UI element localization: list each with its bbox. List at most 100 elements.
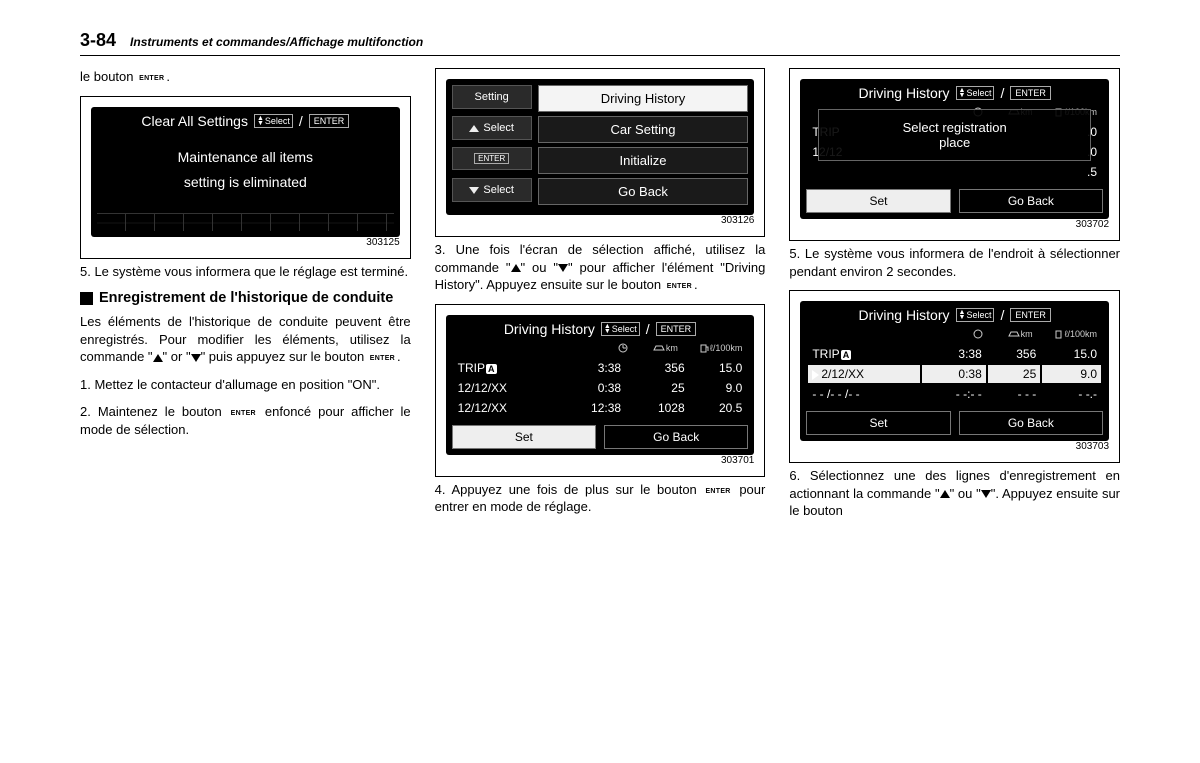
col1-intro-paragraph: Les éléments de l'historique de conduite…: [80, 313, 411, 366]
text: le bouton: [80, 69, 137, 84]
play-cursor-icon: [812, 370, 819, 380]
col1-step1: 1. Mettez le contacteur d'allumage en po…: [80, 376, 411, 394]
up-arrow-icon: [511, 264, 521, 272]
table-row: TRIPA3:3835615.0: [454, 359, 747, 377]
driving-history-screen: Driving History ▲▼Select/ENTER km ℓ/100k…: [446, 315, 755, 455]
table-row: - - /- - /- -- -:- -- - -- -.-: [808, 385, 1101, 403]
col3-step6: 6. Sélectionnez une des lignes d'enregis…: [789, 467, 1120, 520]
driving-history-select-screen: Driving History ▲▼Select/ENTER km ℓ/100k…: [800, 301, 1109, 441]
select-up-label: Select: [452, 116, 532, 140]
table-row: 12/12/XX12:38102820.5: [454, 399, 747, 417]
col1-intro: le bouton ENTER.: [80, 68, 411, 86]
menu-go-back[interactable]: Go Back: [538, 178, 749, 205]
set-button[interactable]: Set: [806, 411, 950, 435]
clock-icon: [973, 329, 985, 339]
column-right: Driving History ▲▼Select/ENTER km ℓ/100k…: [789, 68, 1120, 530]
down-arrow-icon: [981, 490, 991, 498]
heading-square-icon: [80, 292, 93, 305]
col2-step3: 3. Une fois l'écran de sélection affiché…: [435, 241, 766, 294]
grid-floor-decor: [97, 213, 394, 231]
go-back-button[interactable]: Go Back: [604, 425, 748, 449]
screen-title: Driving History: [858, 307, 949, 323]
select-indicator: ▲▼Select: [601, 322, 640, 336]
enter-label: ENTER: [452, 147, 532, 170]
msg-line-1: Maintenance all items: [97, 145, 394, 170]
go-back-button[interactable]: Go Back: [959, 189, 1103, 213]
select-indicator: ▲▼Select: [254, 114, 293, 128]
enter-indicator: ENTER: [656, 322, 697, 336]
col1-step5: 5. Le système vous informera que le régl…: [80, 263, 411, 281]
select-registration-dialog: Select registration place: [818, 109, 1091, 161]
column-icons: km ℓ/100km: [806, 329, 1103, 339]
select-down-label: Select: [452, 178, 532, 202]
maintenance-screen: Clear All Settings ▲▼Select / ENTER Main…: [91, 107, 400, 237]
figure-303702: Driving History ▲▼Select/ENTER km ℓ/100k…: [789, 68, 1120, 241]
enter-icon: ENTER: [665, 282, 694, 291]
history-table: TRIPA3:3835615.0 12/12/XX0:38259.0 12/12…: [452, 357, 749, 419]
car-km-icon: km: [1007, 329, 1033, 339]
car-km-icon: km: [652, 343, 678, 353]
setting-label: Setting: [452, 85, 532, 109]
page-number: 3-84: [80, 30, 116, 51]
column-icons: km ℓ/100km: [452, 343, 749, 353]
screen-title: Driving History: [858, 85, 949, 101]
screen-title-bar: Driving History ▲▼Select/ENTER: [806, 307, 1103, 323]
column-middle: Setting Driving History Select Car Setti…: [435, 68, 766, 530]
col1-step2: 2. Maintenez le bouton ENTER enfoncé pou…: [80, 403, 411, 438]
figure-303125: Clear All Settings ▲▼Select / ENTER Main…: [80, 96, 411, 259]
col3-step5: 5. Le système vous informera de l'endroi…: [789, 245, 1120, 280]
up-arrow-icon: [153, 354, 163, 362]
dialog-line-1: Select registration: [823, 120, 1086, 135]
menu-car-setting[interactable]: Car Setting: [538, 116, 749, 143]
subsection-heading: Enregistrement de l'historique de condui…: [80, 290, 411, 307]
enter-indicator: ENTER: [1010, 308, 1051, 322]
enter-icon: ENTER: [368, 354, 397, 363]
msg-line-2: setting is eliminated: [97, 170, 394, 195]
screen-message: Maintenance all items setting is elimina…: [97, 135, 394, 213]
col2-step4: 4. Appuyez une fois de plus sur le bouto…: [435, 481, 766, 516]
down-arrow-icon: [558, 264, 568, 272]
page-title: Instruments et commandes/Affichage multi…: [130, 35, 423, 49]
history-table: TRIPA3:3835615.0 2/12/XX0:38259.0 - - /-…: [806, 343, 1103, 405]
set-button[interactable]: Set: [806, 189, 950, 213]
set-button[interactable]: Set: [452, 425, 596, 449]
content-columns: le bouton ENTER. Clear All Settings ▲▼Se…: [80, 68, 1120, 530]
figure-303126: Setting Driving History Select Car Setti…: [435, 68, 766, 237]
figure-id: 303125: [91, 237, 400, 248]
enter-indicator: ENTER: [1010, 86, 1051, 100]
enter-icon: ENTER: [229, 409, 258, 418]
screen-title-bar: Clear All Settings ▲▼Select / ENTER: [97, 113, 394, 129]
figure-id: 303126: [446, 215, 755, 226]
menu-initialize[interactable]: Initialize: [538, 147, 749, 174]
dialog-line-2: place: [823, 135, 1086, 150]
select-indicator: ▲▼Select: [956, 86, 995, 100]
down-arrow-icon: [469, 187, 479, 194]
enter-icon: ENTER: [703, 487, 732, 496]
figure-id: 303703: [800, 441, 1109, 452]
up-arrow-icon: [469, 125, 479, 132]
screen-title-bar: Driving History ▲▼Select/ENTER: [452, 321, 749, 337]
table-row: 12/12/XX0:38259.0: [454, 379, 747, 397]
up-arrow-icon: [940, 490, 950, 498]
table-row: TRIPA3:3835615.0: [808, 345, 1101, 363]
menu-driving-history[interactable]: Driving History: [538, 85, 749, 112]
enter-indicator: ENTER: [309, 114, 350, 128]
fuel-icon: ℓ/100km: [1055, 329, 1097, 339]
enter-icon: ENTER: [137, 74, 166, 83]
figure-id: 303701: [446, 455, 755, 466]
screen-title-bar: Driving History ▲▼Select/ENTER: [806, 85, 1103, 101]
page-header: 3-84 Instruments et commandes/Affichage …: [80, 30, 1120, 56]
down-arrow-icon: [191, 354, 201, 362]
go-back-button[interactable]: Go Back: [959, 411, 1103, 435]
figure-303703: Driving History ▲▼Select/ENTER km ℓ/100k…: [789, 290, 1120, 463]
select-indicator: ▲▼Select: [956, 308, 995, 322]
heading-text: Enregistrement de l'historique de condui…: [99, 290, 393, 307]
screen-title: Driving History: [504, 321, 595, 337]
figure-id: 303702: [800, 219, 1109, 230]
settings-menu-screen: Setting Driving History Select Car Setti…: [446, 79, 755, 215]
column-left: le bouton ENTER. Clear All Settings ▲▼Se…: [80, 68, 411, 530]
driving-history-overlay-screen: Driving History ▲▼Select/ENTER km ℓ/100k…: [800, 79, 1109, 219]
clock-icon: [618, 343, 630, 353]
figure-303701: Driving History ▲▼Select/ENTER km ℓ/100k…: [435, 304, 766, 477]
fuel-icon: ℓ/100km: [700, 343, 742, 353]
